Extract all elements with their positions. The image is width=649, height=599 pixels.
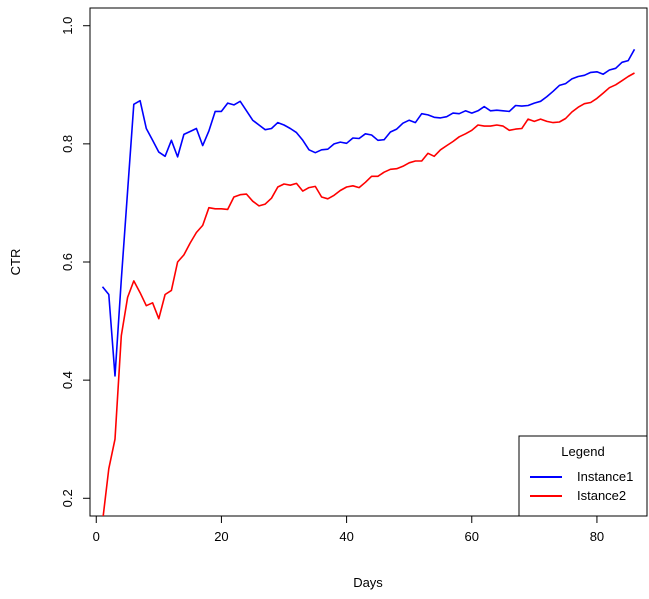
series-layer [101, 48, 636, 516]
y-tick-label-0.8: 0.8 [60, 135, 75, 153]
legend-label-instance1: Instance1 [577, 469, 633, 484]
y-tick-label-0.2: 0.2 [60, 489, 75, 507]
y-tick-label-1: 1.0 [60, 17, 75, 35]
x-tick-label-60: 60 [465, 529, 479, 544]
legend-title: Legend [561, 444, 604, 459]
y-tick-label-0.6: 0.6 [60, 253, 75, 271]
y-tick-label-0.4: 0.4 [60, 371, 75, 389]
y-axis: 0.2 0.4 0.6 0.8 1.0 [60, 17, 90, 507]
x-tick-label-0: 0 [93, 529, 100, 544]
series-line-instance1 [101, 48, 636, 377]
legend-label-istance2: Istance2 [577, 488, 626, 503]
series-line-istance2 [102, 72, 635, 516]
x-tick-label-40: 40 [339, 529, 353, 544]
legend: Legend Instance1 Istance2 [518, 435, 648, 517]
x-axis: 0 20 40 60 80 [93, 516, 604, 544]
y-axis-label: CTR [8, 249, 23, 276]
x-tick-label-80: 80 [590, 529, 604, 544]
x-axis-label: Days [353, 575, 383, 590]
x-tick-label-20: 20 [214, 529, 228, 544]
